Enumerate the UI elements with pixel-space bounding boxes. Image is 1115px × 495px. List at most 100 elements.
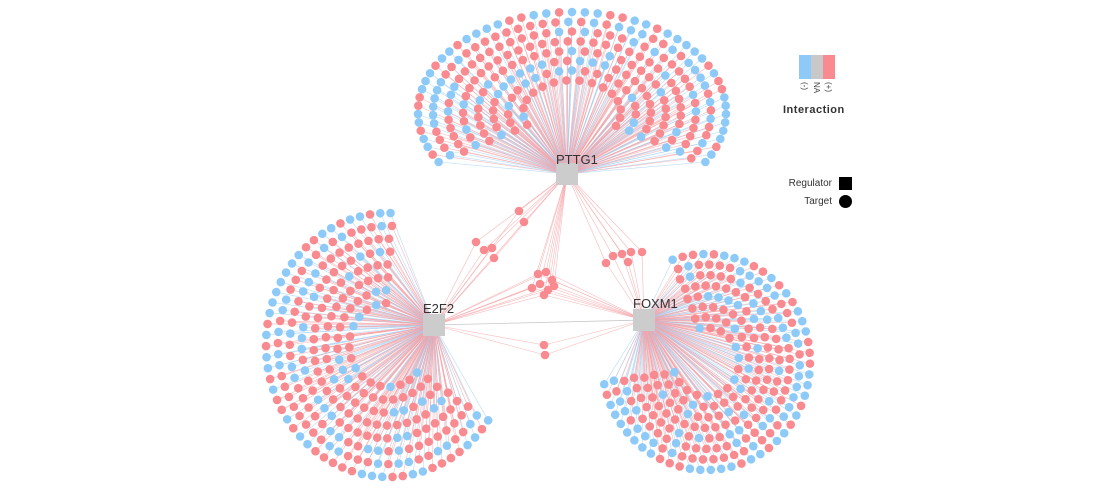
target-node[interactable] [321,332,331,342]
target-node[interactable] [630,16,639,25]
target-node[interactable] [613,43,623,53]
target-node[interactable] [414,101,423,111]
target-node[interactable] [450,419,459,428]
target-node[interactable] [461,91,471,101]
target-node[interactable] [329,267,339,277]
target-node[interactable] [542,28,551,38]
target-node[interactable] [455,447,464,457]
target-node[interactable] [563,37,573,46]
target-node[interactable] [432,85,442,95]
target-node[interactable] [351,363,360,373]
target-node[interactable] [445,150,455,160]
target-node[interactable] [615,113,625,123]
target-node[interactable] [612,386,621,396]
target-node[interactable] [623,257,633,267]
target-node[interactable] [789,392,798,402]
target-node[interactable] [457,411,466,420]
target-node[interactable] [753,343,762,353]
target-node[interactable] [435,135,445,145]
target-node[interactable] [328,237,338,247]
target-node[interactable] [782,333,791,343]
target-node[interactable] [444,115,453,125]
target-node[interactable] [703,291,713,301]
target-node[interactable] [636,66,646,75]
target-node[interactable] [701,130,711,140]
target-node[interactable] [638,29,647,39]
target-node[interactable] [691,115,700,125]
target-node[interactable] [465,83,474,93]
target-node[interactable] [616,105,626,114]
target-node[interactable] [433,446,443,456]
target-node[interactable] [485,136,494,146]
target-node[interactable] [263,319,272,329]
target-node[interactable] [753,289,763,299]
target-node[interactable] [519,103,528,113]
target-node[interactable] [784,343,793,353]
target-node[interactable] [805,359,815,368]
target-node[interactable] [335,383,345,393]
target-node[interactable] [701,157,710,167]
target-node[interactable] [746,455,756,464]
target-node[interactable] [373,459,383,468]
target-node[interactable] [698,138,707,148]
target-node[interactable] [599,379,609,389]
target-node[interactable] [345,215,355,224]
target-node[interactable] [677,451,687,461]
target-node[interactable] [338,463,347,472]
target-node[interactable] [676,111,686,120]
target-node[interactable] [366,378,376,387]
target-node[interactable] [489,253,499,263]
target-node[interactable] [383,273,393,282]
target-node[interactable] [265,374,275,384]
target-node[interactable] [742,306,751,316]
target-node[interactable] [682,385,692,395]
target-node[interactable] [676,51,686,61]
target-node[interactable] [772,377,782,386]
target-node[interactable] [648,393,657,402]
target-node[interactable] [778,323,788,332]
target-node[interactable] [398,471,408,481]
target-node[interactable] [685,82,694,91]
target-node[interactable] [796,401,806,411]
target-node[interactable] [287,259,297,268]
target-node[interactable] [649,438,658,448]
target-node[interactable] [725,333,734,343]
target-node[interactable] [646,449,656,458]
target-node[interactable] [602,20,611,29]
target-node[interactable] [779,412,789,421]
target-node[interactable] [731,287,741,297]
target-node[interactable] [648,410,658,420]
target-node[interactable] [517,34,527,43]
target-node[interactable] [497,130,506,140]
target-node[interactable] [605,10,615,20]
target-node[interactable] [263,363,273,373]
target-node[interactable] [777,299,786,309]
target-node[interactable] [328,458,338,468]
target-node[interactable] [313,313,323,323]
target-node[interactable] [346,256,356,265]
target-node[interactable] [665,458,674,468]
target-node[interactable] [670,367,679,377]
target-node[interactable] [763,343,773,352]
target-node[interactable] [650,47,659,57]
target-node[interactable] [346,286,355,296]
target-node[interactable] [784,402,794,412]
target-node[interactable] [347,228,356,237]
target-node[interactable] [728,309,738,319]
target-node[interactable] [453,139,463,149]
target-node[interactable] [688,400,698,410]
target-node[interactable] [762,315,772,324]
target-node[interactable] [377,221,386,231]
target-node[interactable] [805,370,814,379]
target-node[interactable] [519,217,529,227]
target-node[interactable] [489,114,499,124]
target-node[interactable] [423,142,432,152]
target-node[interactable] [761,296,771,306]
target-node[interactable] [505,37,515,47]
target-node[interactable] [564,17,573,27]
target-node[interactable] [327,311,336,321]
target-node[interactable] [624,126,634,135]
target-node[interactable] [779,428,789,438]
target-node[interactable] [392,420,402,430]
target-node[interactable] [758,421,768,431]
